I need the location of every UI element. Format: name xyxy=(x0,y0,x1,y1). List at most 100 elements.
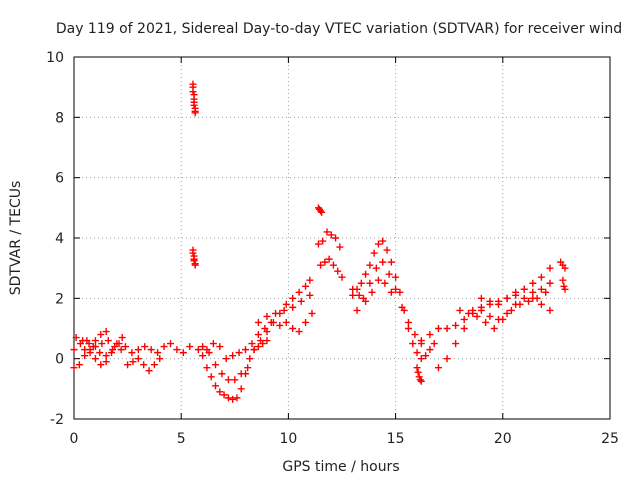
data-point xyxy=(414,368,422,376)
data-point xyxy=(212,382,220,390)
data-point xyxy=(154,349,162,357)
data-point xyxy=(374,276,382,284)
axis-ticks: 0 5 10 15 20 25 -2 0 2 4 6 8 10 xyxy=(46,50,619,447)
data-point xyxy=(72,334,80,342)
data-point xyxy=(362,297,370,305)
data-point xyxy=(325,255,333,263)
data-point xyxy=(218,370,226,378)
data-point xyxy=(207,373,215,381)
data-point xyxy=(507,306,515,314)
data-point xyxy=(308,309,316,317)
data-point xyxy=(334,267,342,275)
data-point xyxy=(317,261,325,269)
data-point xyxy=(473,312,481,320)
data-point xyxy=(141,343,149,351)
data-point xyxy=(91,343,99,351)
data-point xyxy=(561,264,569,272)
data-point xyxy=(203,364,211,372)
data-point xyxy=(254,343,262,351)
data-point xyxy=(186,343,194,351)
series-spike-8 xyxy=(189,80,199,117)
series-arc-dip xyxy=(194,337,271,403)
series-arc-main3 xyxy=(349,276,395,305)
x-tick-label: 5 xyxy=(177,431,186,447)
data-point xyxy=(495,300,503,308)
data-point xyxy=(456,306,464,314)
data-point xyxy=(86,349,94,357)
data-point xyxy=(179,349,187,357)
data-point xyxy=(282,300,290,308)
data-point xyxy=(145,367,153,375)
data-point xyxy=(263,328,271,336)
data-point xyxy=(97,331,105,339)
data-point xyxy=(212,361,220,369)
data-point xyxy=(229,395,237,403)
series-arc-main2 xyxy=(353,258,425,348)
data-point xyxy=(413,349,421,357)
data-point xyxy=(349,285,357,293)
data-point xyxy=(269,318,277,326)
data-point xyxy=(166,340,174,348)
data-point xyxy=(392,273,400,281)
data-point xyxy=(85,340,93,348)
grid-lines xyxy=(74,57,610,419)
series-arc-late4 xyxy=(477,285,554,314)
data-point xyxy=(79,337,87,345)
data-point xyxy=(102,352,110,360)
data-point xyxy=(357,279,365,287)
data-point xyxy=(102,358,110,366)
x-tick-label: 10 xyxy=(279,431,297,447)
data-point xyxy=(396,288,404,296)
data-point xyxy=(559,276,567,284)
data-point xyxy=(199,352,207,360)
data-point xyxy=(379,258,387,266)
data-point xyxy=(156,355,164,363)
x-tick-label: 25 xyxy=(601,431,619,447)
data-point xyxy=(70,346,78,354)
data-point xyxy=(537,285,545,293)
data-point xyxy=(477,294,485,302)
series-arc-0e xyxy=(72,334,125,354)
data-point xyxy=(117,346,125,354)
data-point xyxy=(289,294,297,302)
data-point xyxy=(546,264,554,272)
data-point xyxy=(546,306,554,314)
data-point xyxy=(321,258,329,266)
data-point xyxy=(443,325,451,332)
series-arc-0c xyxy=(81,334,126,369)
y-tick-label: -2 xyxy=(50,412,64,428)
series-arc-0b xyxy=(70,328,110,372)
data-point xyxy=(529,279,537,287)
x-tick-label: 15 xyxy=(387,431,405,447)
data-point xyxy=(404,325,412,332)
data-point xyxy=(413,364,421,372)
data-point xyxy=(387,258,395,266)
data-point xyxy=(111,343,119,351)
data-point xyxy=(542,288,550,296)
data-point xyxy=(98,340,106,348)
data-point xyxy=(235,349,243,357)
series-arc-late xyxy=(417,264,554,345)
data-point xyxy=(289,303,297,311)
data-point xyxy=(231,376,239,384)
data-point xyxy=(349,291,357,299)
data-point xyxy=(381,279,389,287)
data-point xyxy=(237,370,245,378)
data-point xyxy=(108,349,116,357)
data-point xyxy=(222,355,230,363)
data-point xyxy=(276,321,284,329)
data-point xyxy=(460,325,468,332)
data-point xyxy=(263,312,271,320)
data-point xyxy=(96,349,104,357)
y-tick-label: 8 xyxy=(55,110,64,126)
data-point xyxy=(248,340,256,348)
series-arc-peak1 xyxy=(314,204,326,216)
data-point xyxy=(102,328,110,336)
data-point xyxy=(452,321,460,329)
data-point xyxy=(338,273,346,281)
data-point xyxy=(460,315,468,323)
data-point xyxy=(503,294,511,302)
data-point xyxy=(250,346,258,354)
series-arc-late2 xyxy=(434,279,554,372)
